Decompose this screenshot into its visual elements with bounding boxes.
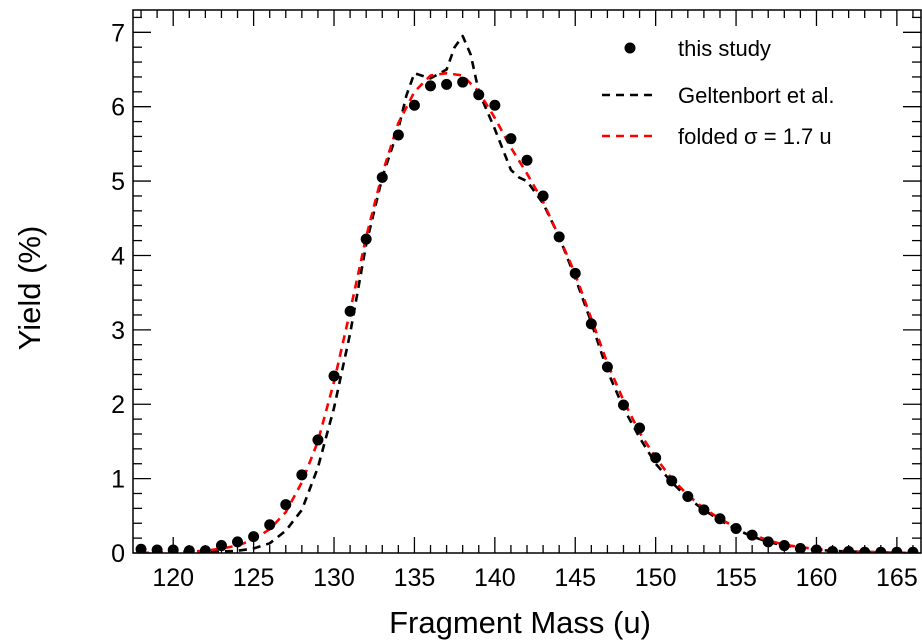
y-tick-label: 1 — [111, 466, 125, 494]
data-point — [553, 231, 565, 243]
legend-marker-this-study — [624, 42, 636, 54]
legend: this study Geltenbort et al. folded σ = 1.… — [602, 36, 835, 149]
legend-label: folded σ = 1.7 u — [678, 124, 832, 149]
data-point — [457, 76, 469, 88]
data-point — [296, 469, 308, 481]
data-point — [392, 129, 404, 141]
data-point — [264, 519, 276, 531]
data-point — [489, 99, 501, 111]
x-tick-label: 130 — [313, 564, 355, 592]
y-tick-label: 5 — [111, 168, 125, 196]
legend-label: Geltenbort et al. — [678, 83, 835, 108]
y-tick-label: 7 — [111, 19, 125, 47]
data-point — [682, 490, 694, 502]
data-point — [280, 499, 292, 511]
data-point — [617, 399, 629, 411]
data-point — [376, 171, 388, 183]
y-tick-label: 4 — [111, 242, 125, 270]
data-point — [248, 531, 260, 543]
data-point — [473, 89, 485, 101]
series-line-1 — [141, 34, 914, 553]
data-point — [569, 267, 581, 279]
data-point — [537, 190, 549, 202]
data-point — [408, 99, 420, 111]
data-point — [360, 233, 372, 245]
data-point — [232, 536, 244, 548]
y-axis-title: Yield (%) — [12, 226, 47, 351]
legend-label: this study — [678, 36, 771, 61]
data-point — [312, 434, 324, 446]
y-tick-label: 0 — [111, 540, 125, 568]
data-point — [344, 305, 356, 317]
data-point — [585, 318, 597, 330]
data-point — [521, 154, 533, 166]
data-point — [601, 361, 613, 373]
data-point — [746, 529, 758, 541]
x-tick-label: 135 — [394, 564, 436, 592]
data-point — [762, 536, 774, 548]
data-point — [714, 513, 726, 525]
x-tick-label: 155 — [715, 564, 757, 592]
x-tick-label: 145 — [554, 564, 596, 592]
y-tick-label: 3 — [111, 317, 125, 345]
axes: 120 125 130 135 140 145 150 155 160 165 0 1 2 3 4 5 6 7 — [111, 9, 922, 592]
data-point — [634, 422, 646, 434]
data-point — [730, 522, 742, 534]
x-tick-label: 160 — [796, 564, 838, 592]
data-point — [698, 504, 710, 516]
y-tick-label: 6 — [111, 94, 125, 122]
x-tick-label: 165 — [876, 564, 918, 592]
x-tick-label: 125 — [233, 564, 275, 592]
x-tick-label: 140 — [474, 564, 516, 592]
data-point — [650, 452, 662, 464]
data-point — [505, 133, 517, 145]
data-point — [441, 78, 453, 90]
data-point — [328, 370, 340, 382]
x-tick-label: 120 — [152, 564, 194, 592]
data-point — [425, 80, 437, 92]
data-point — [666, 475, 678, 487]
x-axis-title: Fragment Mass (u) — [389, 605, 651, 640]
x-tick-label: 150 — [635, 564, 677, 592]
y-tick-label: 2 — [111, 391, 125, 419]
